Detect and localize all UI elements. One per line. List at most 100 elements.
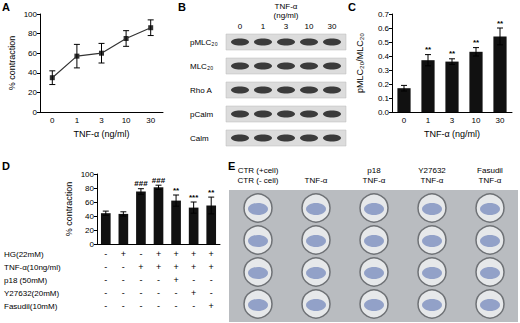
svg-text:0: 0 bbox=[238, 22, 243, 31]
svg-text:###: ### bbox=[152, 176, 166, 185]
svg-text:TNF-α: TNF-α bbox=[275, 2, 298, 11]
svg-text:3: 3 bbox=[99, 116, 104, 125]
svg-text:-: - bbox=[104, 262, 107, 272]
svg-text:-: - bbox=[139, 275, 142, 285]
svg-text:TNF-α: TNF-α bbox=[479, 176, 502, 185]
svg-text:60: 60 bbox=[85, 198, 94, 207]
svg-text:0: 0 bbox=[33, 108, 38, 117]
svg-text:+: + bbox=[191, 249, 196, 259]
svg-text:(ng/ml): (ng/ml) bbox=[274, 11, 299, 20]
svg-text:pMLC₂₀/MLC₂₀: pMLC₂₀/MLC₂₀ bbox=[355, 33, 365, 93]
svg-text:+: + bbox=[138, 262, 143, 272]
svg-text:30: 30 bbox=[146, 116, 155, 125]
svg-text:B: B bbox=[178, 1, 186, 13]
svg-text:TNF-α: TNF-α bbox=[421, 176, 444, 185]
svg-text:+: + bbox=[209, 301, 214, 311]
svg-text:TNF-α (ng/ml): TNF-α (ng/ml) bbox=[73, 129, 129, 139]
svg-text:10: 10 bbox=[122, 116, 131, 125]
svg-text:D: D bbox=[2, 160, 10, 172]
svg-text:-: - bbox=[122, 275, 125, 285]
svg-text:-: - bbox=[104, 301, 107, 311]
svg-text:80: 80 bbox=[85, 184, 94, 193]
svg-text:100: 100 bbox=[81, 170, 95, 179]
svg-text:###: ### bbox=[134, 179, 148, 188]
svg-text:HG(22mM): HG(22mM) bbox=[4, 250, 44, 259]
svg-text:Calm: Calm bbox=[190, 134, 209, 143]
svg-text:Y27632(20mM): Y27632(20mM) bbox=[4, 289, 59, 298]
svg-text:-: - bbox=[122, 288, 125, 298]
svg-text:A: A bbox=[2, 1, 10, 13]
svg-text:40: 40 bbox=[85, 212, 94, 221]
svg-text:**: ** bbox=[473, 38, 480, 47]
svg-text:100: 100 bbox=[24, 10, 38, 19]
svg-text:TNF-α: TNF-α bbox=[305, 176, 328, 185]
svg-text:1: 1 bbox=[426, 116, 431, 125]
svg-text:40: 40 bbox=[28, 68, 37, 77]
svg-text:-: - bbox=[175, 288, 178, 298]
svg-text:20: 20 bbox=[28, 88, 37, 97]
svg-text:**: ** bbox=[449, 49, 456, 58]
svg-text:pCalm: pCalm bbox=[190, 110, 213, 119]
svg-text:0: 0 bbox=[402, 116, 407, 125]
svg-text:-: - bbox=[157, 275, 160, 285]
svg-text:0.4: 0.4 bbox=[378, 52, 390, 61]
svg-text:20: 20 bbox=[85, 226, 94, 235]
svg-text:-: - bbox=[139, 288, 142, 298]
svg-text:+: + bbox=[209, 262, 214, 272]
svg-text:10: 10 bbox=[305, 22, 314, 31]
svg-text:Fasudil(10mM): Fasudil(10mM) bbox=[4, 302, 58, 311]
svg-text:10: 10 bbox=[472, 116, 481, 125]
svg-text:CTR (- cell): CTR (- cell) bbox=[238, 176, 279, 185]
svg-text:80: 80 bbox=[28, 29, 37, 38]
svg-text:-: - bbox=[192, 275, 195, 285]
svg-text:0.2: 0.2 bbox=[378, 80, 390, 89]
svg-text:-: - bbox=[157, 301, 160, 311]
svg-text:Rho A: Rho A bbox=[190, 86, 212, 95]
svg-text:**: ** bbox=[208, 188, 215, 197]
svg-text:+: + bbox=[121, 249, 126, 259]
svg-text:3: 3 bbox=[284, 22, 289, 31]
svg-text:+: + bbox=[209, 249, 214, 259]
svg-text:30: 30 bbox=[496, 116, 505, 125]
svg-text:0.6: 0.6 bbox=[378, 24, 390, 33]
svg-text:0.3: 0.3 bbox=[378, 66, 390, 75]
svg-text:***: *** bbox=[189, 193, 199, 202]
svg-text:0.5: 0.5 bbox=[378, 38, 390, 47]
svg-text:**: ** bbox=[173, 186, 180, 195]
svg-text:TNF-α (ng/ml): TNF-α (ng/ml) bbox=[424, 129, 480, 139]
svg-text:+: + bbox=[173, 262, 178, 272]
svg-text:**: ** bbox=[425, 45, 432, 54]
svg-text:C: C bbox=[348, 1, 356, 13]
svg-text:0: 0 bbox=[50, 116, 55, 125]
svg-text:60: 60 bbox=[28, 49, 37, 58]
svg-text:pMLC₂₀: pMLC₂₀ bbox=[190, 38, 218, 47]
svg-text:-: - bbox=[210, 275, 213, 285]
svg-text:% contraction: % contraction bbox=[64, 182, 74, 237]
svg-text:3: 3 bbox=[450, 116, 455, 125]
svg-text:1: 1 bbox=[75, 116, 80, 125]
svg-text:-: - bbox=[104, 288, 107, 298]
svg-text:+: + bbox=[191, 262, 196, 272]
svg-text:0.7: 0.7 bbox=[378, 10, 390, 19]
svg-text:-: - bbox=[104, 275, 107, 285]
svg-text:MLC₂₀: MLC₂₀ bbox=[190, 62, 213, 71]
svg-text:p18: p18 bbox=[367, 166, 381, 175]
svg-text:**: ** bbox=[497, 19, 504, 28]
svg-text:-: - bbox=[104, 249, 107, 259]
svg-text:+: + bbox=[173, 249, 178, 259]
svg-text:0: 0 bbox=[90, 240, 95, 249]
svg-text:+: + bbox=[156, 262, 161, 272]
svg-text:p18 (50mM): p18 (50mM) bbox=[4, 276, 47, 285]
svg-text:+: + bbox=[173, 275, 178, 285]
svg-text:+: + bbox=[191, 288, 196, 298]
svg-text:0.1: 0.1 bbox=[378, 94, 390, 103]
svg-text:-: - bbox=[122, 301, 125, 311]
svg-text:-: - bbox=[175, 301, 178, 311]
svg-text:Y27632: Y27632 bbox=[418, 166, 446, 175]
svg-text:-: - bbox=[192, 301, 195, 311]
svg-text:-: - bbox=[210, 288, 213, 298]
svg-text:-: - bbox=[139, 301, 142, 311]
svg-text:+: + bbox=[156, 249, 161, 259]
svg-text:0.0: 0.0 bbox=[378, 108, 390, 117]
svg-text:TNF-α(10ng/ml): TNF-α(10ng/ml) bbox=[4, 263, 61, 272]
